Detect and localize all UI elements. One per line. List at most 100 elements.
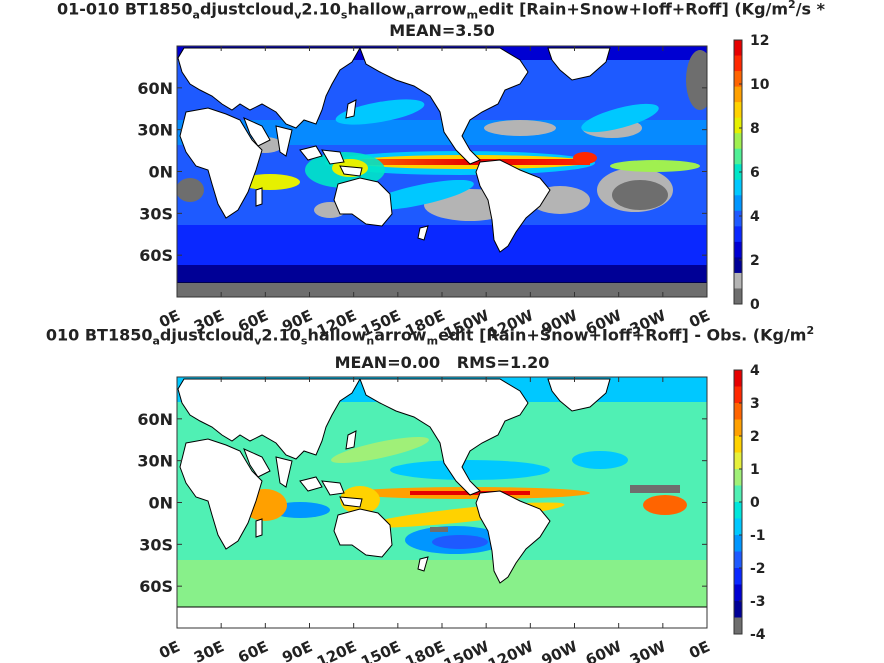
colorbar-tick-label: -4 (750, 627, 766, 643)
title-sub: a (192, 8, 200, 22)
y-tick-label: 30N (137, 452, 173, 471)
indian-itcz (240, 174, 300, 190)
title-seg: hallow (347, 0, 407, 19)
dry-patch (686, 50, 707, 110)
colorbar-segment (734, 551, 742, 569)
colorbar-segment (734, 40, 742, 57)
colorbar-segment (734, 568, 742, 585)
x-tick-label: 0E (686, 306, 712, 331)
colorbar-segment (734, 403, 742, 420)
x-tick-label: 120E (314, 637, 359, 663)
x-tick-label: 90E (279, 637, 315, 663)
atl-itcz (610, 160, 700, 172)
colorbar-segment (734, 71, 742, 88)
gray-patch (430, 527, 448, 532)
colorbar-segment (734, 370, 742, 387)
y-tick-label: 60S (139, 246, 173, 265)
colorbar-tick-label: 12 (750, 33, 769, 49)
colorbar-tick-label: 10 (750, 77, 770, 93)
x-tick-label: 90W (539, 306, 581, 338)
colorbar-segment (734, 179, 742, 196)
top-map (177, 46, 707, 297)
colorbar-segment (734, 241, 742, 258)
x-tick-label: 120E (314, 306, 359, 340)
colorbar-tick-label: 8 (750, 121, 760, 137)
colorbar-segment (734, 117, 742, 134)
colorbar-segment (734, 584, 742, 602)
colorbar-segment (734, 272, 742, 289)
title-sub: s (300, 334, 308, 348)
colorbar-segment (734, 164, 742, 181)
y-tick-label: 60N (137, 410, 173, 429)
dry-bias (432, 535, 488, 549)
x-tick-label: 30E (191, 637, 227, 663)
colorbar-tick-label: 1 (750, 462, 760, 478)
x-tick-label: 30W (627, 637, 669, 663)
bottom-chart-title: 010 BT1850adjustcloudv2.10shallownarrowm… (0, 322, 872, 351)
colorbar-tick-label: -2 (750, 561, 766, 577)
colorbar-segment (734, 452, 742, 470)
x-tick-label: 60E (235, 637, 271, 663)
title-sub: m (466, 8, 479, 22)
gray-patch (630, 485, 680, 493)
x-tick-label: 30W (627, 306, 669, 338)
x-tick-label: 30E (191, 306, 227, 335)
x-tick-label: 0E (156, 306, 182, 331)
title-sub: a (152, 334, 160, 348)
x-tick-label: 60W (583, 306, 625, 338)
dry-patch (612, 180, 668, 210)
colorbar-segment (734, 55, 742, 72)
title-sub: s (340, 8, 348, 22)
x-tick-label: 60E (235, 306, 271, 335)
colorbar-segment (734, 502, 742, 519)
title-seg: arrow (374, 325, 427, 345)
top-chart-title: 01-010 BT1850adjustcloudv2.10shallownarr… (0, 0, 883, 25)
dry-bias (390, 460, 550, 480)
x-tick-label: 60W (583, 637, 625, 663)
dry-patch (177, 178, 204, 202)
title-seg: 01-010 BT1850 (56, 0, 193, 19)
title-seg: /s * (795, 0, 826, 19)
x-tick-label: 90W (539, 637, 581, 663)
title-seg: hallow (307, 325, 367, 345)
x-tick-label: 180E (402, 306, 447, 340)
wet-bias (643, 495, 687, 515)
x-tick-label: 120W (485, 306, 536, 343)
colorbar-segment (734, 485, 742, 503)
colorbar-segment (734, 133, 742, 150)
colorbar-tick-label: -3 (750, 594, 766, 610)
x-tick-label: 150W (441, 306, 492, 343)
antarctica-white (177, 607, 707, 628)
gulfstream (581, 103, 659, 133)
x-tick-label: 150E (358, 306, 403, 340)
dry-bias (572, 451, 628, 469)
colorbar-segment (734, 86, 742, 103)
colorbar-segment (734, 210, 742, 227)
colorbar-segment (734, 601, 742, 618)
colorbar-tick-label: 0 (750, 495, 760, 511)
x-tick-label: 150W (441, 637, 492, 663)
colorbar-segment (734, 288, 742, 305)
x-tick-label: 120W (485, 637, 536, 663)
bottom-map (177, 377, 707, 628)
x-tick-label: 150E (358, 637, 403, 663)
colorbar-tick-label: 2 (750, 253, 760, 269)
title-sub: v (254, 334, 262, 348)
title-sub: m (426, 334, 439, 348)
colorbar-tick-label: 2 (750, 429, 760, 445)
colorbar-tick-label: 4 (750, 363, 760, 379)
polar-dark (177, 265, 707, 285)
title-seg: djustcloud (199, 0, 295, 19)
colorbar-segment (734, 102, 742, 119)
colorbar-segment (734, 617, 742, 635)
colorbar-segment (734, 257, 742, 274)
amazon (573, 152, 597, 164)
y-tick-label: 0N (148, 494, 173, 513)
south-ocean-band (177, 225, 707, 265)
colorbar-segment (734, 195, 742, 212)
kuroshio (335, 99, 425, 125)
colorbar-tick-label: -1 (750, 528, 766, 544)
title-seg: arrow (414, 0, 467, 19)
colorbar-segment (734, 535, 742, 552)
